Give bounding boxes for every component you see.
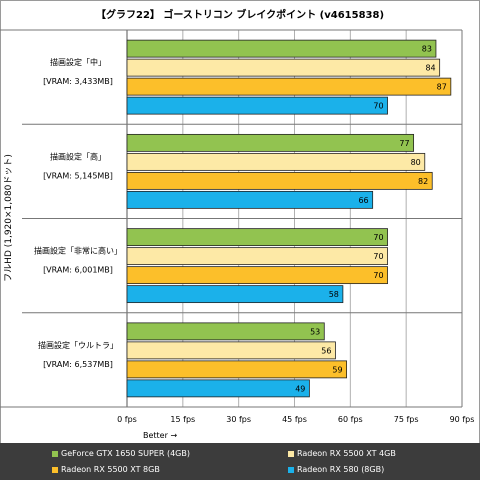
category-label: 描画設定「高」 [50,151,106,161]
data-label: 58 [329,290,339,299]
data-label: 66 [358,196,368,205]
bar [126,133,415,152]
category-labels: 描画設定「中」 [VRAM: 3,433MB] 描画設定「高」 [VRAM: 5,14… [34,57,122,369]
data-label: 87 [437,83,447,92]
category-label: 描画設定「非常に高い」 [34,246,122,256]
bar-chart: 【グラフ22】 ゴーストリコン ブレイクポイント (v4615838) フルHD… [0,8,474,440]
category-vram-label: [VRAM: 5,145MB] [43,171,113,180]
bars [126,39,452,398]
legend-swatch [288,466,294,473]
legend-item-rx5500xt-4gb: Radeon RX 5500 XT 4GB [288,449,396,458]
data-label: 56 [321,346,331,355]
data-label: 84 [425,64,435,73]
x-tick-label: 90 fps [450,415,475,424]
legend: GeForce GTX 1650 SUPER (4GB) Radeon RX 5… [0,443,480,480]
legend-swatch [288,450,294,457]
bar [126,360,348,379]
x-tick-label: 45 fps [282,415,307,424]
legend-label: Radeon RX 580 (8GB) [297,465,385,474]
data-label: 70 [373,102,383,111]
data-label: 80 [411,158,421,167]
legend-swatch [52,450,58,457]
data-label: 83 [422,45,432,54]
x-tick-label: 15 fps [170,415,195,424]
data-label: 82 [418,177,428,186]
category-vram-label: [VRAM: 6,001MB] [43,266,113,275]
x-tick-label: 0 fps [117,415,137,424]
legend-item-rx580: Radeon RX 580 (8GB) [288,465,384,474]
bar [126,322,325,341]
category-label: 描画設定「ウルトラ」 [38,340,118,350]
y-axis-title: フルHD (1,920×1,080ドット) [4,154,14,282]
x-tick-label: 30 fps [226,415,251,424]
bar [126,190,374,209]
bar [126,247,388,266]
data-label: 77 [399,139,409,148]
legend-swatch [52,466,58,473]
bar [126,285,344,304]
data-label: 53 [310,327,320,336]
chart-title: 【グラフ22】 ゴーストリコン ブレイクポイント (v4615838) [96,8,384,21]
data-label: 49 [295,384,305,393]
bar [126,379,310,398]
bar [126,152,426,171]
data-label: 70 [373,271,383,280]
bar [126,171,433,190]
bar [126,266,388,285]
legend-label: Radeon RX 5500 XT 4GB [297,449,396,458]
bar [126,341,336,360]
legend-label: Radeon RX 5500 XT 8GB [61,465,160,474]
category-vram-label: [VRAM: 6,537MB] [43,360,113,369]
legend-label: GeForce GTX 1650 SUPER (4GB) [61,449,190,458]
legend-item-gtx1650super: GeForce GTX 1650 SUPER (4GB) [52,449,190,458]
data-label: 70 [373,252,383,261]
group-separators [0,29,463,408]
legend-item-rx5500xt-8gb: Radeon RX 5500 XT 8GB [52,465,160,474]
bar [126,228,388,247]
bar [126,58,441,77]
bar [126,39,437,58]
data-label: 70 [373,233,383,242]
x-tick-label: 75 fps [394,415,419,424]
data-label: 59 [332,365,342,374]
x-tick-label: 60 fps [338,415,363,424]
data-labels: 83 84 87 70 77 80 82 66 70 70 70 58 53 56 59 49 [295,45,447,394]
bar [126,77,452,96]
x-axis-title: Better → [143,431,177,440]
category-label: 描画設定「中」 [50,57,106,67]
category-vram-label: [VRAM: 3,433MB] [43,77,113,86]
bar [126,96,388,115]
x-tick-labels: 0 fps 15 fps 30 fps 45 fps 60 fps 75 fps 90 fp… [117,415,474,424]
